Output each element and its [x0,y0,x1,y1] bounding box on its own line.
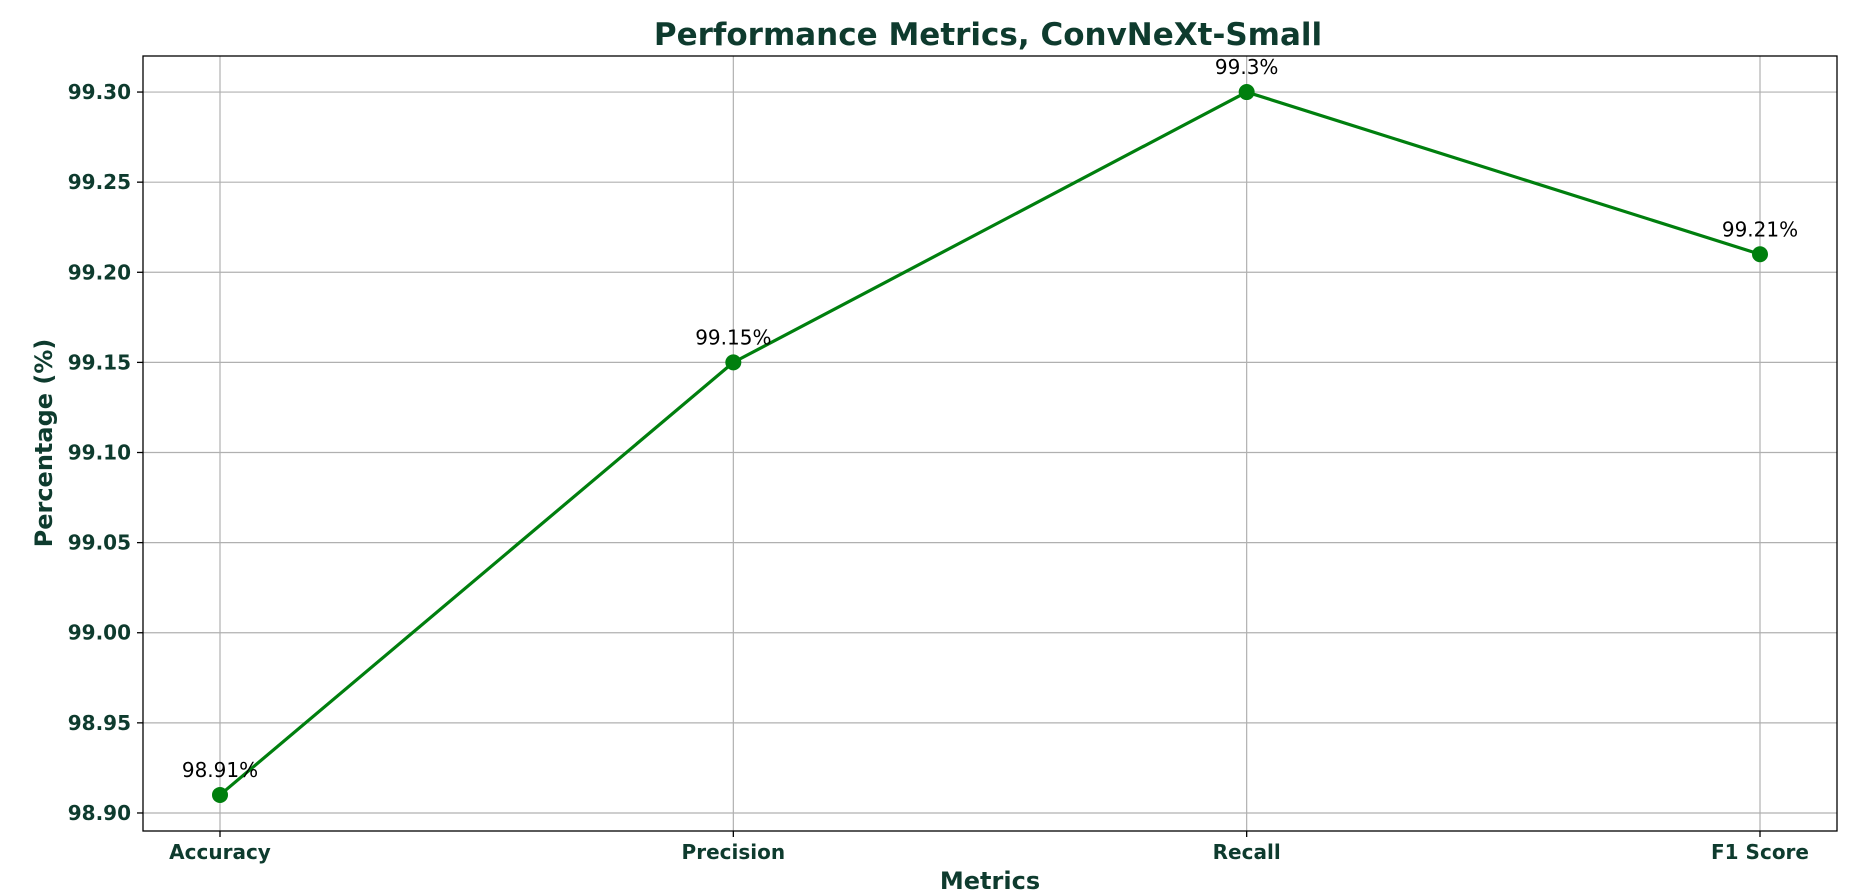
y-tick-label: 99.00 [68,621,131,645]
y-tick-label: 98.90 [68,801,131,825]
series-line [218,90,1761,797]
data-label: 99.21% [1722,217,1798,241]
data-label: 99.3% [1215,55,1279,79]
data-label: 99.15% [695,325,771,349]
data-point [725,354,742,371]
x-tick-label: Recall [1213,840,1281,864]
axis-ticks: 98.90 98.95 99.00 99.05 99.10 99.15 99.20 99.25… [68,80,1809,864]
plot-frame [142,55,1838,832]
x-axis-label: Metrics [940,867,1040,892]
data-point [1238,84,1255,101]
y-tick-label: 98.95 [68,711,131,735]
data-point [1752,246,1768,263]
x-tick-label: F1 Score [1711,840,1809,864]
data-point [212,786,228,803]
y-tick-label: 99.30 [68,80,131,104]
series: 98.91% 99.15% 99.3% 99.21% [182,55,1798,803]
y-tick-label: 99.25 [68,170,131,194]
y-tick-label: 99.20 [68,260,131,284]
y-tick-label: 99.05 [68,531,131,555]
data-label: 98.91% [182,758,258,782]
y-tick-label: 99.15 [68,350,131,374]
x-tick-label: Precision [682,840,786,864]
grid [143,56,1837,831]
chart-title: Performance Metrics, ConvNeXt-Small [654,17,1322,53]
y-axis-label: Percentage (%) [30,339,58,548]
x-tick-label: Accuracy [169,840,271,864]
y-tick-label: 99.10 [68,441,131,465]
